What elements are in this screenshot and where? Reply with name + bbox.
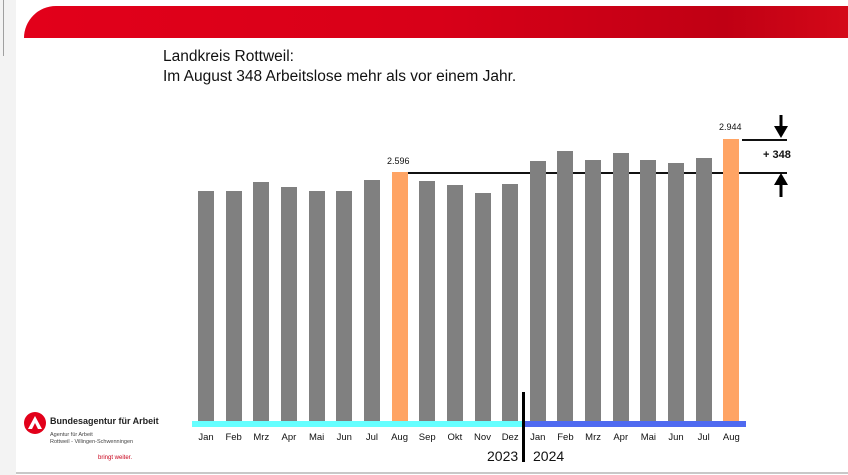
bar-feb-2024 [557,151,574,421]
bar-aug-2024 [723,139,740,421]
page-title: Landkreis Rottweil: Im August 348 Arbeit… [163,47,516,87]
bar-apr-2023 [280,187,297,421]
bar-apr-2024 [612,153,629,421]
month-label: Sep [418,432,436,443]
ba-logo-icon [24,412,46,434]
bar-jan-2023 [198,191,214,421]
month-label: Feb [557,432,574,443]
month-label: Nov [474,432,491,443]
bar-jan-2024 [529,161,546,421]
difference-label: + 348 [763,149,791,161]
month-label: Jul [697,432,710,443]
logo-subtitle: Agentur für Arbeit Rottweil - Villingen-… [50,432,133,446]
bar-jun-2023 [336,191,353,421]
bar-jul-2023 [363,180,380,421]
bar-mai-2023 [308,191,325,421]
month-label: Jun [668,432,684,443]
arrow-down-icon [774,115,788,138]
month-label: Apr [613,432,629,443]
month-label: Mai [640,432,657,443]
title-line-2: Im August 348 Arbeitslose mehr als vor e… [163,68,517,85]
footer-divider [16,472,848,474]
logo-slogan: bringt weiter. [98,455,133,461]
month-label: Aug [722,432,740,443]
month-label: Jan [198,432,214,443]
month-label: Aug [391,432,408,443]
bar-aug-2023 [391,172,408,421]
year-label-2023: 2023 [487,448,519,464]
month-label: Jul [365,432,378,443]
window-edge [3,0,4,56]
band-2024 [524,421,746,427]
band-2023 [192,421,524,427]
bar-okt-2023 [446,185,463,421]
logo-sub-1: Agentur für Arbeit [50,432,93,438]
month-label: Mrz [253,432,270,443]
value-label-aug-2024: 2.944 [719,122,742,132]
month-label: Jun [336,432,352,443]
logo-sub-2: Rottweil - Villingen-Schwenningen [50,439,134,445]
month-label: Okt [447,432,463,443]
arrow-up-icon [774,173,788,197]
bar-mrz-2024 [585,160,602,421]
month-label: Feb [225,432,242,443]
bar-mai-2024 [640,160,657,421]
month-label: Mrz [585,432,601,443]
bar-mrz-2023 [253,182,270,421]
bar-feb-2023 [225,191,242,421]
title-line-1: Landkreis Rottweil: [163,48,294,65]
year-label-2024: 2024 [533,448,565,464]
month-label: Dez [501,432,519,443]
bar-dez-2023 [502,184,519,421]
bar-sep-2023 [419,181,436,421]
year-divider [522,392,525,462]
month-label: Apr [281,432,297,443]
bar-nov-2023 [474,193,491,421]
month-label: Mai [308,432,325,443]
bar-jun-2024 [668,163,685,421]
bar-jul-2024 [695,158,712,421]
reference-line-2024 [742,139,787,141]
logo-name: Bundesagentur für Arbeit [50,416,159,426]
value-label-aug-2023: 2.596 [387,156,410,166]
month-label: Jan [530,432,546,443]
header-banner [24,6,848,38]
